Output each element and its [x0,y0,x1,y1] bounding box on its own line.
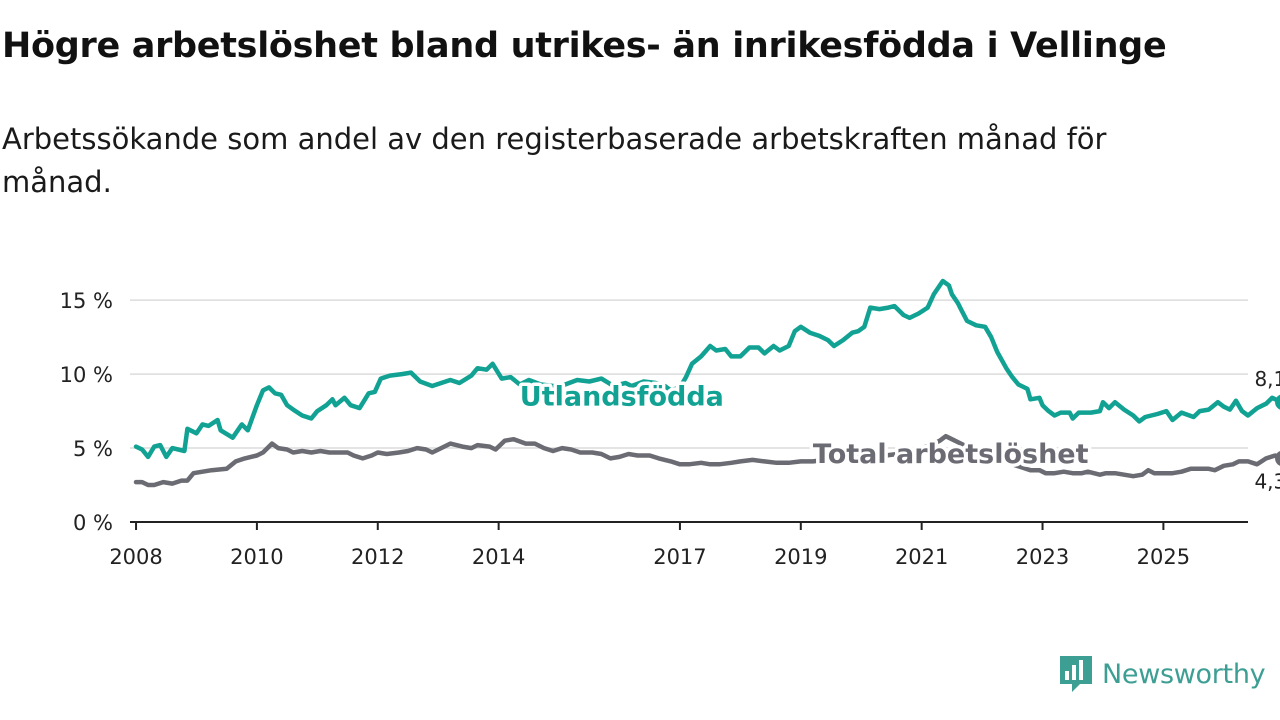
x-tick-label: 2021 [895,545,948,569]
end-markers: 8,1 % 4,3 % [1252,365,1280,496]
x-tick-label: 2019 [774,545,827,569]
end-point-marker [1275,451,1280,466]
x-tick-label: 2014 [472,545,525,569]
x-tick-label: 2017 [653,545,706,569]
series-line-total [133,433,1280,488]
x-tick-label: 2012 [351,545,404,569]
series-labels: Utlandsfödda Total arbetslöshet [516,378,1092,474]
series-label: Utlandsfödda [520,381,724,412]
x-tick-label: 2008 [109,545,162,569]
brand-name: Newsworthy [1102,658,1266,690]
newsworthy-logo-icon [1060,656,1092,692]
end-point-marker [1275,394,1280,410]
end-value-label: 8,1 % [1254,367,1280,391]
line-chart: 0 %5 %10 %15 % 2008 2010 2012 2014 2017 2019 2… [60,278,1280,569]
newsworthy-brand[interactable]: Newsworthy [1058,652,1266,696]
y-tick-label: 10 % [60,363,113,387]
y-tick-label: 0 % [73,511,113,535]
y-axis-tick-labels: 0 % 5 % 10 % 15 % [60,289,113,535]
x-tick-label: 2025 [1137,545,1190,569]
series-line-utlandsfodda [133,278,1280,460]
series-label: Total arbetslöshet [813,439,1089,470]
x-tick-label: 2010 [230,545,283,569]
series-lines [133,278,1280,488]
y-tick-label: 15 % [60,289,113,313]
end-value-label: 4,3 % [1254,469,1280,493]
chart-title: Högre arbetslöshet bland utrikes- än inr… [2,26,1167,66]
x-tick-label: 2023 [1016,545,1069,569]
chart-subtitle: Arbetssökande som andel av den registerb… [2,122,1107,199]
y-tick-label: 5 % [73,437,113,461]
x-axis-ticks: 2008 2010 2012 2014 2017 2019 2021 2023 2025 [109,522,1190,569]
